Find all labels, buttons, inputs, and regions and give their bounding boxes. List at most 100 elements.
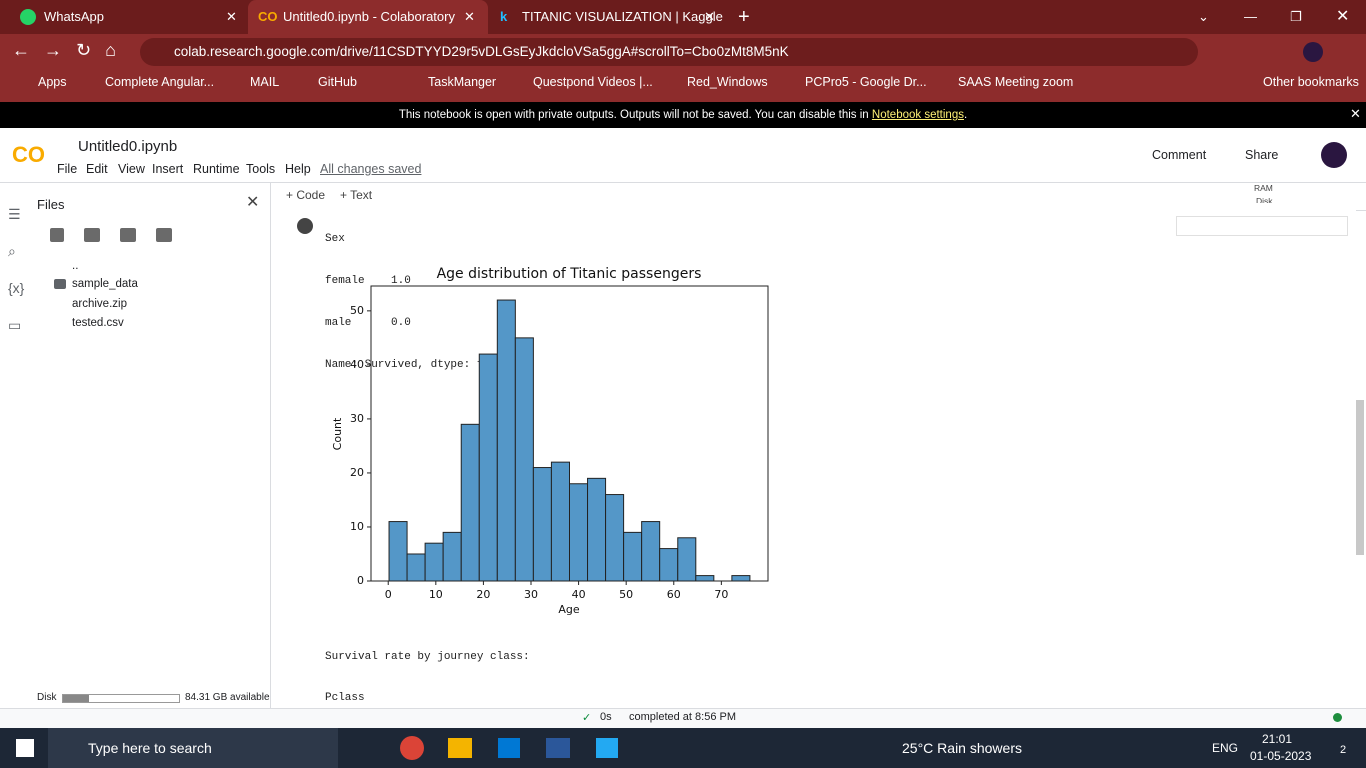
weather[interactable]: 25°C Rain showers [902,740,1022,756]
menu-item[interactable]: Edit [86,162,108,176]
bar [388,521,408,582]
file-item[interactable]: tested.csv [72,317,124,329]
drive-icon[interactable] [120,228,136,242]
menu-item[interactable]: Help [285,162,311,176]
bookmark[interactable]: SAAS Meeting zoom [958,75,1074,89]
add-text-label: Text [350,188,373,202]
output-line: Pclass [325,691,365,704]
status-completed: completed at 8:56 PM [629,711,737,723]
folder-icon[interactable] [84,228,100,242]
banner: This notebook is open with private outpu… [0,102,1366,128]
bookmark[interactable]: Other bookmarks [1263,75,1359,89]
colab-logo[interactable]: CO [12,142,45,167]
bar [496,299,516,582]
notebook-title[interactable]: Untitled0.ipynb [78,138,178,155]
plot-frame [370,285,769,582]
bar [623,531,643,582]
tab-search[interactable]: ⌄ [1198,9,1209,24]
x-axis-label: Age [558,603,580,616]
menu-item[interactable]: File [57,162,78,176]
file-item[interactable]: .. [72,260,79,272]
tab[interactable]: k TITANIC VISUALIZATION | Kaggle ✕ [490,0,730,34]
colab-icon: CO [258,9,278,24]
menu-item[interactable]: Tools [246,162,276,176]
bar [731,575,751,582]
status-check: ✓ [582,712,592,724]
share-button[interactable]: Share [1245,148,1279,162]
y-tick-label: 40 [350,358,364,371]
explorer-icon[interactable] [448,738,472,758]
start-button[interactable] [16,739,34,757]
notification-count[interactable]: 2 [1340,744,1347,756]
nav-buttons[interactable]: ←→↻⌂ [12,40,130,60]
banner-close[interactable]: ✕ [1350,106,1361,121]
output-line: Survival rate by journey class: [325,650,530,663]
add-code[interactable]: + Code [286,188,326,202]
profile[interactable] [1303,42,1323,62]
bar [587,477,607,582]
run-button[interactable] [297,218,313,234]
bar [695,575,715,582]
upload-icon[interactable] [50,228,64,242]
bookmark[interactable]: Apps [38,75,67,89]
menu-item[interactable]: Insert [152,162,184,176]
bar [641,521,661,582]
vscode-icon[interactable] [596,738,618,758]
disk-available: 84.31 GB available [185,692,270,703]
tab-close[interactable]: ✕ [464,9,475,24]
clock-time[interactable]: 21:01 [1262,732,1293,746]
x-tick-label: 40 [572,588,586,601]
bar [532,467,552,582]
y-axis-label: Count [331,417,344,450]
bookmark[interactable]: MAIL [250,75,280,89]
banner-link[interactable]: Notebook settings [871,109,964,121]
close-window[interactable]: ✕ [1336,8,1350,25]
avatar[interactable] [1321,142,1347,168]
new-tab[interactable]: + [738,6,750,28]
file-item[interactable]: archive.zip [72,298,127,310]
save-status[interactable]: All changes saved [320,162,422,176]
search-box[interactable]: Type here to search [48,728,338,768]
bookmark[interactable]: TaskManger [428,75,497,89]
disk-bar [62,694,180,703]
word-icon[interactable] [546,738,570,758]
comment-button[interactable]: Comment [1152,148,1207,162]
bar [659,548,679,582]
menu-item[interactable]: View [118,162,145,176]
store-icon[interactable] [498,738,520,758]
omnibox[interactable]: colab.research.google.com/drive/11CSDTYY… [140,38,1198,66]
x-tick-label: 10 [429,588,443,601]
add-code-label: Code [296,188,326,202]
tab-close[interactable]: ✕ [704,9,715,24]
bookmark[interactable]: Red_Windows [687,75,768,89]
bar [478,353,498,582]
bookmark[interactable]: Complete Angular... [105,75,215,89]
hidden-icon[interactable] [156,228,172,242]
cell-toolbar[interactable] [1176,216,1348,236]
banner-text: This notebook is open with private outpu… [398,109,869,121]
clock-date[interactable]: 01-05-2023 [1250,749,1312,763]
language[interactable]: ENG [1212,741,1239,755]
bookmark[interactable]: GitHub [318,75,357,89]
file-item[interactable]: sample_data [72,278,138,290]
tab-close[interactable]: ✕ [226,9,237,24]
tab-title: Untitled0.ipynb - Colaboratory [283,9,455,24]
bookmark[interactable]: Questpond Videos |... [533,75,653,89]
tab-active[interactable]: CO Untitled0.ipynb - Colaboratory ✕ [248,0,488,34]
bar [460,423,480,582]
side-rail[interactable]: ☰ ⌕ {x} ▭ [8,206,25,333]
menu-item[interactable]: Runtime [193,162,240,176]
files-close[interactable]: ✕ [246,194,260,211]
tab[interactable]: WhatsApp ✕ [0,0,245,34]
connection-dot [1333,713,1342,722]
chrome-icon[interactable] [400,736,424,760]
minimize[interactable]: — [1244,9,1257,24]
search-text: Type here to search [88,740,212,756]
maximize[interactable]: ❐ [1290,9,1302,24]
scrollbar[interactable] [1356,400,1364,555]
status-time: 0s [600,711,612,723]
bookmark[interactable]: PCPro5 - Google Dr... [805,75,927,89]
folder [54,279,66,289]
add-text[interactable]: + Text [340,188,373,202]
